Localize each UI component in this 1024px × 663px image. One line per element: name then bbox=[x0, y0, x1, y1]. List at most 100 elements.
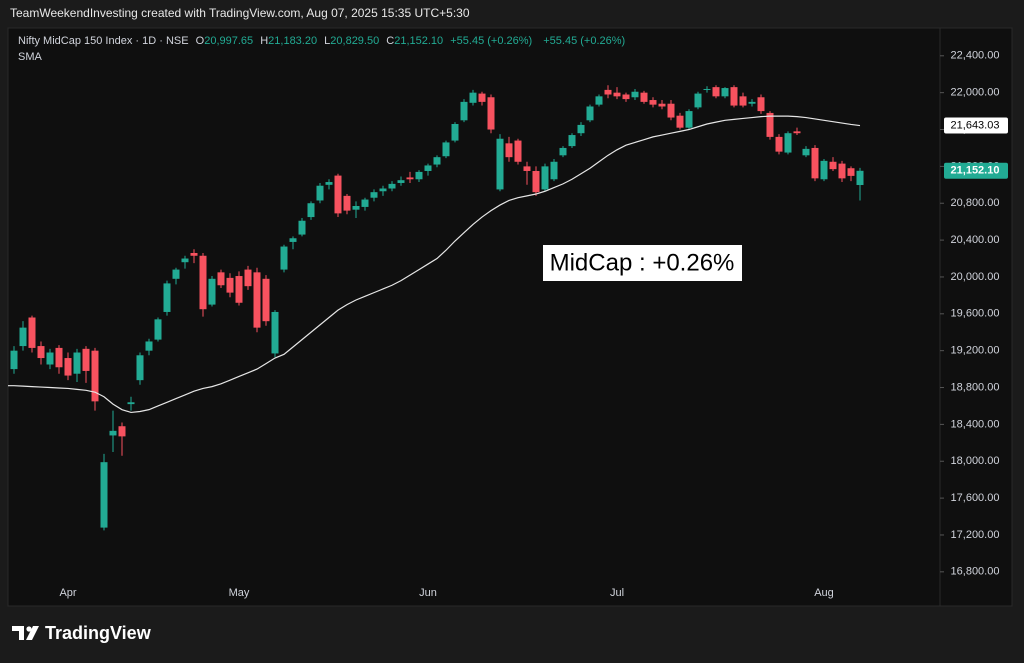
candle-body bbox=[226, 277, 234, 293]
candle-body bbox=[622, 94, 630, 100]
brand-logo bbox=[12, 626, 39, 640]
candle-body bbox=[370, 192, 378, 198]
x-tick-label: May bbox=[229, 587, 250, 599]
annotation-box bbox=[543, 245, 742, 281]
candle-body bbox=[343, 195, 351, 211]
candle-body bbox=[316, 185, 324, 201]
candle-body bbox=[532, 170, 540, 193]
candle-body bbox=[478, 93, 486, 102]
candle-body bbox=[64, 358, 72, 376]
candle-body bbox=[307, 203, 315, 218]
last-price-box bbox=[944, 162, 1008, 179]
candle-body bbox=[496, 138, 504, 190]
candle-body bbox=[19, 327, 27, 347]
candle-body bbox=[811, 147, 819, 179]
y-tick-label: 16,800.00 bbox=[951, 566, 1000, 578]
candle-body bbox=[406, 177, 414, 180]
header: TeamWeekendInvesting created with Tradin… bbox=[10, 6, 470, 20]
ohlc-value: 21,152.10 bbox=[394, 35, 443, 47]
brand: TradingView bbox=[45, 623, 152, 643]
candle-body bbox=[145, 341, 153, 351]
candle-body bbox=[199, 255, 207, 310]
candle-body bbox=[217, 272, 225, 286]
candle-body bbox=[352, 206, 360, 210]
ohlc-key: C bbox=[386, 35, 394, 47]
candle-body bbox=[46, 352, 54, 365]
y-tick-label: 19,600.00 bbox=[951, 308, 1000, 320]
candle-body bbox=[190, 252, 198, 256]
candle-body bbox=[739, 96, 747, 106]
candle-body bbox=[397, 180, 405, 183]
candle-body bbox=[703, 88, 711, 90]
x-tick-label: Apr bbox=[59, 587, 76, 599]
candle-body bbox=[685, 111, 693, 128]
y-tick-label: 19,200.00 bbox=[951, 345, 1000, 357]
candle-body bbox=[847, 168, 855, 176]
candle-body bbox=[613, 92, 621, 97]
x-tick-label: Jul bbox=[610, 587, 624, 599]
candle-body bbox=[298, 220, 306, 235]
candle-body bbox=[586, 106, 594, 121]
candle-body bbox=[721, 88, 729, 97]
candle-body bbox=[829, 161, 837, 170]
logo-part bbox=[26, 626, 39, 640]
candle-body bbox=[163, 283, 171, 312]
candle-body bbox=[280, 246, 288, 270]
candle-body bbox=[712, 87, 720, 97]
sma-price-box bbox=[944, 117, 1008, 134]
candle-body bbox=[766, 112, 774, 137]
candle-body bbox=[253, 272, 261, 328]
candle-body bbox=[784, 133, 792, 153]
ohlc-value: 20,997.65 bbox=[204, 35, 253, 47]
candle-body bbox=[667, 103, 675, 118]
chart-panel bbox=[7, 27, 1013, 607]
candle-body bbox=[838, 163, 846, 179]
candle-body bbox=[271, 311, 279, 354]
candle-body bbox=[658, 103, 666, 107]
candle-body bbox=[757, 97, 765, 112]
symbol: Nifty MidCap 150 Index · 1D · NSE bbox=[18, 35, 189, 47]
candle-body bbox=[109, 430, 117, 436]
candle-body bbox=[82, 348, 90, 371]
overlay: MidCap : +0.26% 21,643.03 21,152.10 bbox=[543, 117, 1008, 281]
candle-body bbox=[28, 317, 36, 348]
y-tick-label: 22,400.00 bbox=[951, 50, 1000, 62]
x-tick-label: Jun bbox=[419, 587, 437, 599]
ohlc-key: L bbox=[324, 35, 330, 47]
candle-body bbox=[802, 148, 810, 156]
candle-body bbox=[487, 97, 495, 130]
candle-body bbox=[604, 89, 612, 95]
y-tick-label: 22,000.00 bbox=[951, 87, 1000, 99]
candle-body bbox=[361, 199, 369, 207]
candle-body bbox=[775, 136, 783, 152]
candle-body bbox=[631, 91, 639, 98]
candle-body bbox=[10, 350, 18, 370]
candle-body bbox=[55, 347, 63, 368]
legend-row: Nifty MidCap 150 Index · 1D · NSE O20,99… bbox=[18, 35, 625, 47]
change: +55.45 (+0.26%) bbox=[543, 35, 625, 47]
candle-body bbox=[334, 175, 342, 214]
candle-body bbox=[262, 278, 270, 322]
candle-body bbox=[514, 140, 522, 162]
candle-body bbox=[154, 319, 162, 340]
candle-body bbox=[73, 352, 81, 374]
sma-line bbox=[8, 115, 861, 414]
candle-body bbox=[460, 101, 468, 121]
candle-body bbox=[640, 92, 648, 102]
candle-body bbox=[433, 157, 441, 165]
candle-body bbox=[451, 123, 459, 141]
candle-body bbox=[595, 96, 603, 105]
candle-body bbox=[577, 124, 585, 134]
ohlc-value: 21,183.20 bbox=[268, 35, 317, 47]
candle-body bbox=[559, 147, 567, 156]
candle-body bbox=[649, 100, 657, 105]
candle-body bbox=[181, 258, 189, 263]
candle-body bbox=[388, 183, 396, 189]
candle-body bbox=[676, 115, 684, 128]
candle-body bbox=[289, 238, 297, 242]
y-tick-label: 20,000.00 bbox=[951, 271, 1000, 283]
candle-body bbox=[208, 278, 216, 305]
candle-body bbox=[856, 170, 864, 186]
